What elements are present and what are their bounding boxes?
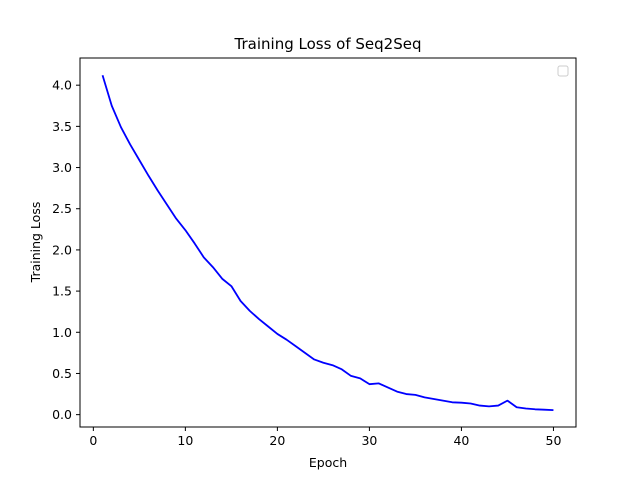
x-axis-label: Epoch: [309, 455, 347, 470]
y-tick-label: 2.0: [52, 242, 72, 257]
y-tick-label: 1.0: [52, 325, 72, 340]
x-tick-label: 40: [453, 433, 469, 448]
x-axis: 0 10 20 30 40 50: [89, 427, 561, 448]
x-tick-label: 10: [177, 433, 193, 448]
x-tick-label: 50: [546, 433, 562, 448]
x-tick-label: 20: [269, 433, 285, 448]
chart-title: Training Loss of Seq2Seq: [234, 35, 422, 53]
x-tick-label: 0: [89, 433, 97, 448]
y-axis: 0.0 0.5 1.0 1.5 2.0 2.5 3.0 3.5 4.0: [52, 78, 80, 422]
training-loss-line: [101, 75, 554, 412]
x-tick-label: 30: [361, 433, 377, 448]
plot-frame: [79, 57, 577, 428]
y-tick-label: 3.5: [52, 119, 72, 134]
y-tick-label: 1.5: [52, 284, 72, 299]
y-tick-label: 0.0: [52, 407, 72, 422]
y-axis-label: Training Loss: [28, 202, 43, 284]
y-tick-label: 3.0: [52, 160, 72, 175]
y-tick-label: 4.0: [52, 78, 72, 93]
y-tick-label: 2.5: [52, 201, 72, 216]
plot-line-layer: [101, 75, 554, 412]
legend-box: [557, 65, 569, 77]
y-tick-label: 0.5: [52, 366, 72, 381]
